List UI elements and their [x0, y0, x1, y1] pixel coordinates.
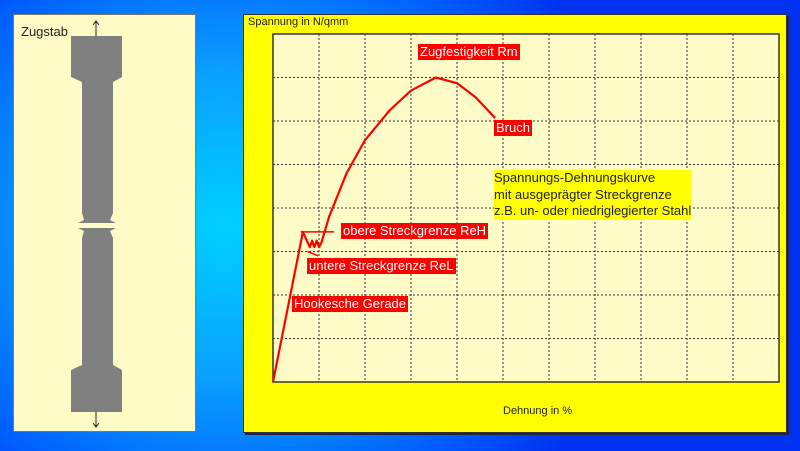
annotation-reh: obere Streckgrenze ReH	[341, 223, 489, 239]
annotation-bruch: Bruch	[494, 120, 532, 136]
annotation-hooke: Hookesche Gerade	[292, 296, 409, 312]
specimen-title: Zugstab	[21, 24, 68, 39]
rel-pointer-line	[307, 250, 319, 257]
specimen-upper-half	[71, 36, 122, 223]
specimen-lower-half	[71, 228, 122, 412]
x-axis-label: Dehnung in %	[503, 405, 573, 417]
note-line: mit ausgeprägter Streckgrenze	[494, 186, 672, 202]
stress-strain-curve	[271, 76, 496, 383]
annotation-rm: Zugfestigkeit Rm	[418, 44, 520, 60]
chart-note: Spannungs-Dehnungskurve mit ausgeprägter…	[494, 170, 692, 220]
note-line: z.B. un- oder niedriglegierter Stahl	[494, 203, 692, 218]
annotation-rel: untere Streckgrenze ReL	[307, 258, 456, 274]
y-axis-label: Spannung in N/qmm	[248, 16, 349, 28]
note-line: Spannungs-Dehnungskurve	[494, 170, 656, 185]
